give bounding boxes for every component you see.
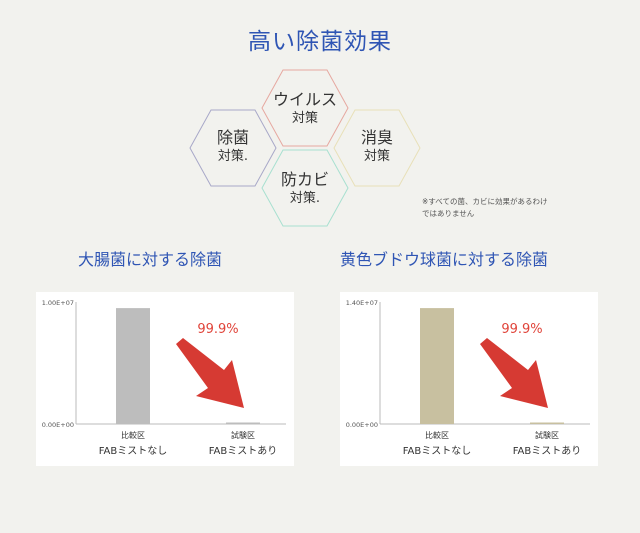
hex-label-sterilize: 除菌 対策. — [216, 128, 249, 164]
reduction-label: 99.9% — [197, 322, 238, 337]
hex-label-deodorize: 消臭 対策 — [360, 128, 393, 164]
subcategory-label: FABミストなし — [99, 445, 168, 457]
bar — [530, 422, 564, 424]
chart-panel-ecoli: 1.00E+07 0.00E+00 比較区 FABミストなし 試験区 FABミストあり 99… — [36, 292, 294, 466]
chart-title-ecoli: 大腸菌に対する除菌 — [78, 250, 223, 269]
y-tick-label: 1.00E+07 — [42, 299, 74, 307]
chart-title-staph: 黄色ブドウ球菌に対する除菌 — [340, 250, 549, 269]
main-title: 高い除菌効果 — [248, 29, 392, 55]
reduction-label: 99.9% — [501, 322, 542, 337]
bar — [420, 308, 454, 424]
category-label: 比較区 — [121, 430, 145, 440]
bar-chart-ecoli: 1.00E+07 0.00E+00 比較区 FABミストなし 試験区 FABミストあり 99… — [42, 299, 286, 457]
subcategory-label: FABミストなし — [403, 445, 472, 457]
hexagon-deodorize — [333, 109, 421, 187]
hexagon-virus — [261, 69, 349, 147]
y-tick-label: 0.00E+00 — [42, 421, 74, 429]
category-label: 比較区 — [425, 430, 449, 440]
hexagon-mold — [261, 149, 349, 227]
subcategory-label: FABミストあり — [209, 445, 278, 457]
bar — [226, 422, 260, 424]
category-label: 試験区 — [231, 430, 255, 440]
chart-panel-staph: 1.40E+07 0.00E+00 比較区 FABミストなし 試験区 FABミストあり 99… — [340, 292, 598, 466]
down-arrow-icon — [480, 338, 548, 408]
subcategory-label: FABミストあり — [513, 445, 582, 457]
category-label: 試験区 — [535, 430, 559, 440]
bar-chart-staph: 1.40E+07 0.00E+00 比較区 FABミストなし 試験区 FABミストあり 99… — [346, 299, 590, 457]
hexagon-sterilize — [189, 109, 277, 187]
bar — [116, 308, 150, 424]
down-arrow-icon — [176, 338, 244, 408]
footnote: ※すべての菌、カビに効果があるわけ ではありません — [422, 197, 548, 218]
y-tick-label: 1.40E+07 — [346, 299, 378, 307]
hex-label-virus: ウイルス 対策 — [272, 90, 337, 126]
hex-label-mold: 防カビ 対策. — [280, 170, 329, 206]
y-tick-label: 0.00E+00 — [346, 421, 378, 429]
hexagon-diagram — [189, 69, 421, 227]
